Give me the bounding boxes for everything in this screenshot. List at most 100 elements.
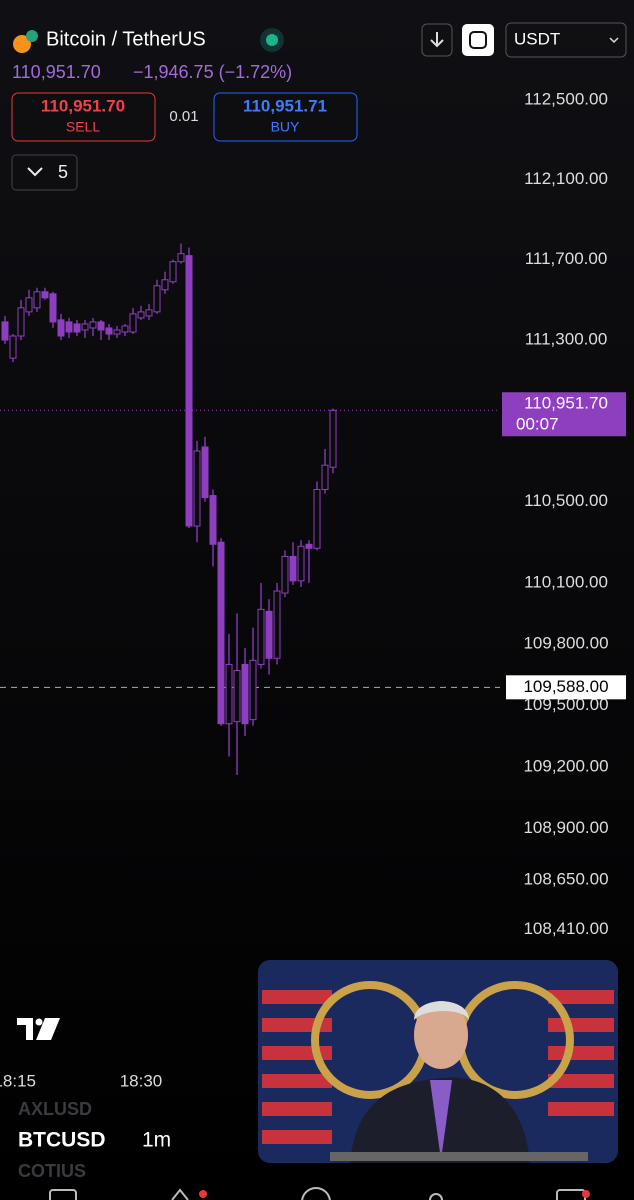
candle-body: [321, 464, 329, 490]
nav-icon[interactable]: [429, 1193, 443, 1200]
candle-body: [329, 409, 337, 468]
countdown: 00:07: [516, 415, 559, 434]
y-tick-label: 110,500.00: [524, 491, 608, 510]
candle-body: [73, 323, 81, 333]
logo: [35, 1018, 43, 1026]
candle-body: [65, 321, 73, 333]
candle-body: [217, 541, 225, 725]
candle-body: [161, 279, 169, 291]
candle-body: [185, 255, 193, 527]
candle-body: [1, 321, 9, 341]
layout-button[interactable]: [462, 24, 494, 56]
person: [414, 1001, 468, 1069]
candle-body: [257, 608, 265, 665]
y-tick-label: 110,100.00: [524, 572, 608, 591]
y-tick-label: 111,700.00: [525, 249, 608, 268]
candle-body: [25, 297, 33, 313]
buy-price: 110,951.71: [243, 96, 327, 115]
y-tick-label: 109,200.00: [523, 756, 608, 775]
candle-body: [113, 329, 121, 335]
plot: 112,500.00 112,100.00 111,700.00 111,300.00…: [0, 89, 626, 1090]
y-tick-label: 112,500.00: [524, 89, 608, 108]
y-tick-label: 112,100.00: [524, 169, 608, 188]
marker-box: [506, 675, 626, 700]
candle-body: [17, 307, 25, 337]
podium: [330, 1152, 588, 1161]
candle-body: [273, 590, 281, 659]
nav-icon[interactable]: [171, 1188, 189, 1200]
marker-label: 109,588.00: [523, 677, 608, 696]
candle-body: [233, 670, 241, 723]
candle-body: [129, 313, 137, 333]
x-tick-label: 18:15: [0, 1071, 36, 1090]
watchlist-item[interactable]: COTIUS: [18, 1161, 86, 1181]
price: 110,951.70: [12, 62, 101, 82]
candle-body: [297, 545, 305, 582]
coin-icon: [26, 30, 38, 42]
candle-body: [249, 659, 257, 721]
candle-body: [153, 285, 161, 313]
interval-count: 5: [58, 162, 68, 182]
person: [430, 1080, 452, 1160]
candle-body: [193, 450, 201, 527]
candle-body: [177, 253, 185, 263]
icon: [27, 167, 43, 177]
candle-body: [289, 555, 297, 582]
currency-select[interactable]: [505, 22, 627, 58]
candle-body: [49, 293, 57, 323]
status: [266, 34, 278, 46]
candle-body: [105, 327, 113, 335]
pair: Bitcoin / TetherUS: [46, 28, 206, 50]
candle-body: [265, 610, 273, 659]
buy-label: BUY: [271, 119, 300, 135]
y-tick-label: 109,800.00: [523, 634, 608, 653]
last-price-label: 110,951.70: [524, 394, 608, 413]
candle-body: [241, 663, 249, 725]
candle-body: [313, 488, 321, 549]
icon: [430, 32, 444, 48]
candle-body: [57, 319, 65, 337]
nav-icon[interactable]: [49, 1189, 77, 1200]
sell-button[interactable]: [11, 92, 156, 142]
candle-body: [145, 309, 153, 317]
watchlist-item[interactable]: AXLUSD: [18, 1099, 92, 1119]
indicators-toggle[interactable]: [11, 154, 78, 191]
candle-body: [9, 335, 17, 359]
sell-price: 110,951.70: [41, 96, 125, 115]
icon: [609, 37, 619, 44]
candle-body: [209, 495, 217, 545]
candle-body: [225, 663, 233, 725]
y-tick-label: 109,500.00: [523, 695, 608, 714]
spread: 0.01: [169, 108, 198, 125]
last-price-box: [502, 392, 626, 437]
y-tick-label: 108,900.00: [523, 818, 608, 837]
watchlist-symbol[interactable]: BTCUSD: [18, 1129, 106, 1152]
coin-icon: [13, 35, 31, 53]
badge: [582, 1190, 590, 1198]
candle-body: [121, 325, 129, 333]
candle-body: [201, 446, 209, 499]
candle-body: [33, 291, 41, 309]
candle-body: [41, 291, 49, 299]
icon: [469, 31, 487, 49]
y-tick-label: 108,650.00: [523, 869, 608, 888]
badge: [199, 1190, 207, 1198]
watchlist-interval[interactable]: 1m: [142, 1129, 171, 1152]
candle-body: [305, 543, 313, 549]
candle-body: [97, 321, 105, 331]
x-tick-label: 18:30: [120, 1071, 163, 1090]
nav-icon[interactable]: [301, 1187, 331, 1200]
buy-button[interactable]: [213, 92, 358, 142]
currency: USDT: [514, 29, 560, 48]
candle-body: [89, 321, 97, 329]
change: −1,946.75 (−1.72%): [133, 62, 292, 82]
candle-body: [169, 261, 177, 283]
candle-body: [281, 555, 289, 594]
download-button[interactable]: [421, 23, 453, 57]
y-tick-label: 108,410.00: [523, 919, 608, 938]
candle-body: [81, 323, 89, 331]
logo: [17, 1018, 60, 1040]
y-tick-label: 111,300.00: [525, 330, 608, 349]
